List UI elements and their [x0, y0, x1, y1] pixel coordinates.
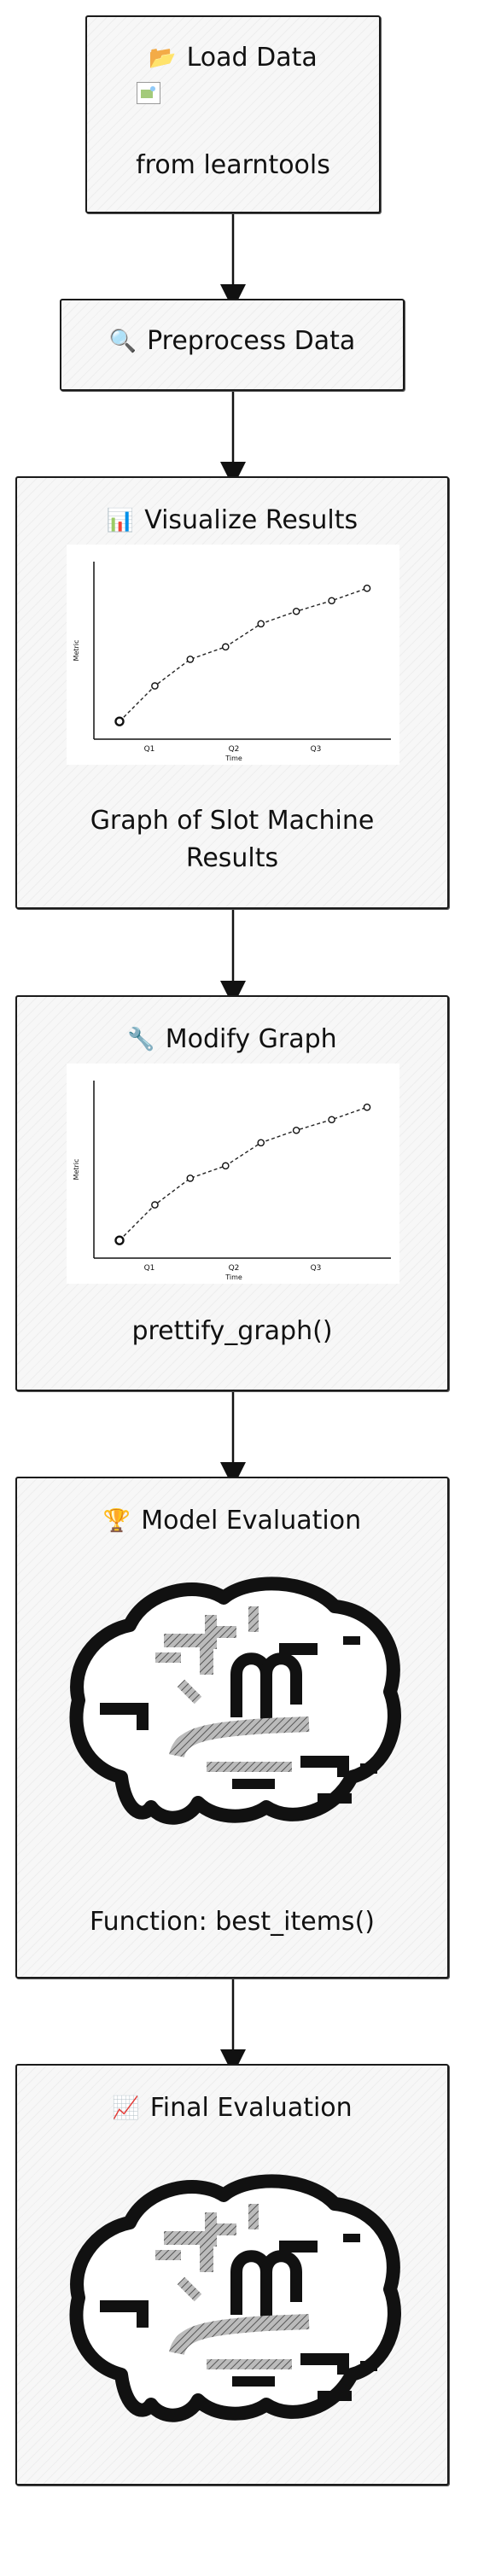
node-visualize-caption: Graph of Slot Machine Results	[17, 802, 447, 877]
node-preprocess-label: Preprocess Data	[147, 326, 356, 356]
bar-chart-icon: 📊	[106, 507, 135, 533]
x-axis-label: Time	[224, 1273, 242, 1281]
node-model-label: Model Evaluation	[141, 1506, 362, 1536]
node-modify-title: 🔧 Modify Graph	[17, 1024, 447, 1054]
node-final-evaluation: 📈 Final Evaluation	[15, 2064, 449, 2486]
node-visualize-results: 📊 Visualize Results Q1 Q2 Q3 Time Metric Gra…	[15, 476, 449, 909]
chart-panel-visualize: Q1 Q2 Q3 Time Metric	[67, 545, 399, 765]
brain-drawing	[69, 1576, 401, 1825]
node-preprocess-title: 🔍 Preprocess Data	[61, 326, 403, 356]
x-tick-label: Q1	[144, 745, 155, 754]
data-point	[328, 1116, 335, 1124]
line-chart-visualize: Q1 Q2 Q3 Time Metric	[73, 562, 391, 762]
chart-panel-modify: Q1 Q2 Q3 Time Metric	[67, 1064, 399, 1284]
y-axis-label: Metric	[73, 640, 80, 661]
x-tick-label: Q1	[144, 1264, 155, 1273]
data-point	[328, 597, 335, 605]
x-tick-label: Q2	[229, 745, 240, 754]
node-model-title: 🏆 Model Evaluation	[17, 1506, 447, 1536]
data-point	[257, 620, 265, 628]
node-visualize-caption-line1: Graph of Slot Machine	[90, 806, 375, 836]
node-model-caption: Function: best_items()	[90, 1907, 375, 1937]
data-point	[257, 1139, 265, 1147]
x-tick-label: Q2	[229, 1264, 240, 1273]
node-load-data-label: Load Data	[186, 43, 318, 73]
y-axis-label: Metric	[73, 1159, 80, 1180]
data-point	[186, 1174, 195, 1182]
line-chart-modify: Q1 Q2 Q3 Time Metric	[73, 1081, 391, 1281]
node-model-evaluation: 🏆 Model Evaluation Function: best_items(…	[15, 1477, 449, 1979]
brain-icon	[61, 2161, 406, 2443]
data-point	[292, 607, 300, 615]
brain-drawing	[69, 2174, 401, 2422]
data-point	[114, 716, 125, 726]
node-visualize-caption-line2: Results	[185, 843, 279, 873]
series-line	[119, 587, 368, 722]
node-visualize-label: Visualize Results	[144, 505, 358, 535]
brain-icon	[61, 1564, 406, 1845]
node-load-data-caption: from learntools	[136, 150, 330, 180]
x-tick-label: Q3	[311, 745, 322, 754]
wrench-icon: 🔧	[127, 1026, 155, 1052]
folder-icon: 📂	[149, 44, 177, 71]
node-load-data: 📂 Load Data from learntools	[85, 15, 381, 213]
node-preprocess-data: 🔍 Preprocess Data	[60, 299, 405, 391]
data-point	[114, 1235, 125, 1245]
data-point	[186, 656, 195, 663]
x-axis-label: Time	[224, 755, 242, 762]
node-modify-caption: prettify_graph()	[131, 1316, 333, 1346]
data-point	[363, 584, 371, 592]
node-visualize-title: 📊 Visualize Results	[17, 505, 447, 535]
data-point	[221, 1162, 230, 1170]
data-point	[292, 1126, 300, 1134]
data-point	[221, 643, 230, 651]
broken-image-icon	[137, 82, 160, 104]
trophy-icon: 🏆	[102, 1507, 131, 1534]
node-load-data-title: 📂 Load Data	[87, 43, 379, 73]
chart-increasing-icon: 📈	[112, 2095, 140, 2121]
data-point	[151, 682, 159, 690]
node-modify-label: Modify Graph	[165, 1024, 337, 1054]
node-final-label: Final Evaluation	[149, 2093, 353, 2123]
node-modify-graph: 🔧 Modify Graph Q1 Q2 Q3 Time Metric prettify…	[15, 995, 449, 1391]
series-line	[119, 1106, 368, 1241]
x-tick-label: Q3	[311, 1264, 322, 1273]
data-point	[363, 1103, 371, 1111]
data-point	[151, 1201, 159, 1209]
node-final-title: 📈 Final Evaluation	[17, 2093, 447, 2123]
magnifier-icon: 🔍	[108, 328, 137, 354]
